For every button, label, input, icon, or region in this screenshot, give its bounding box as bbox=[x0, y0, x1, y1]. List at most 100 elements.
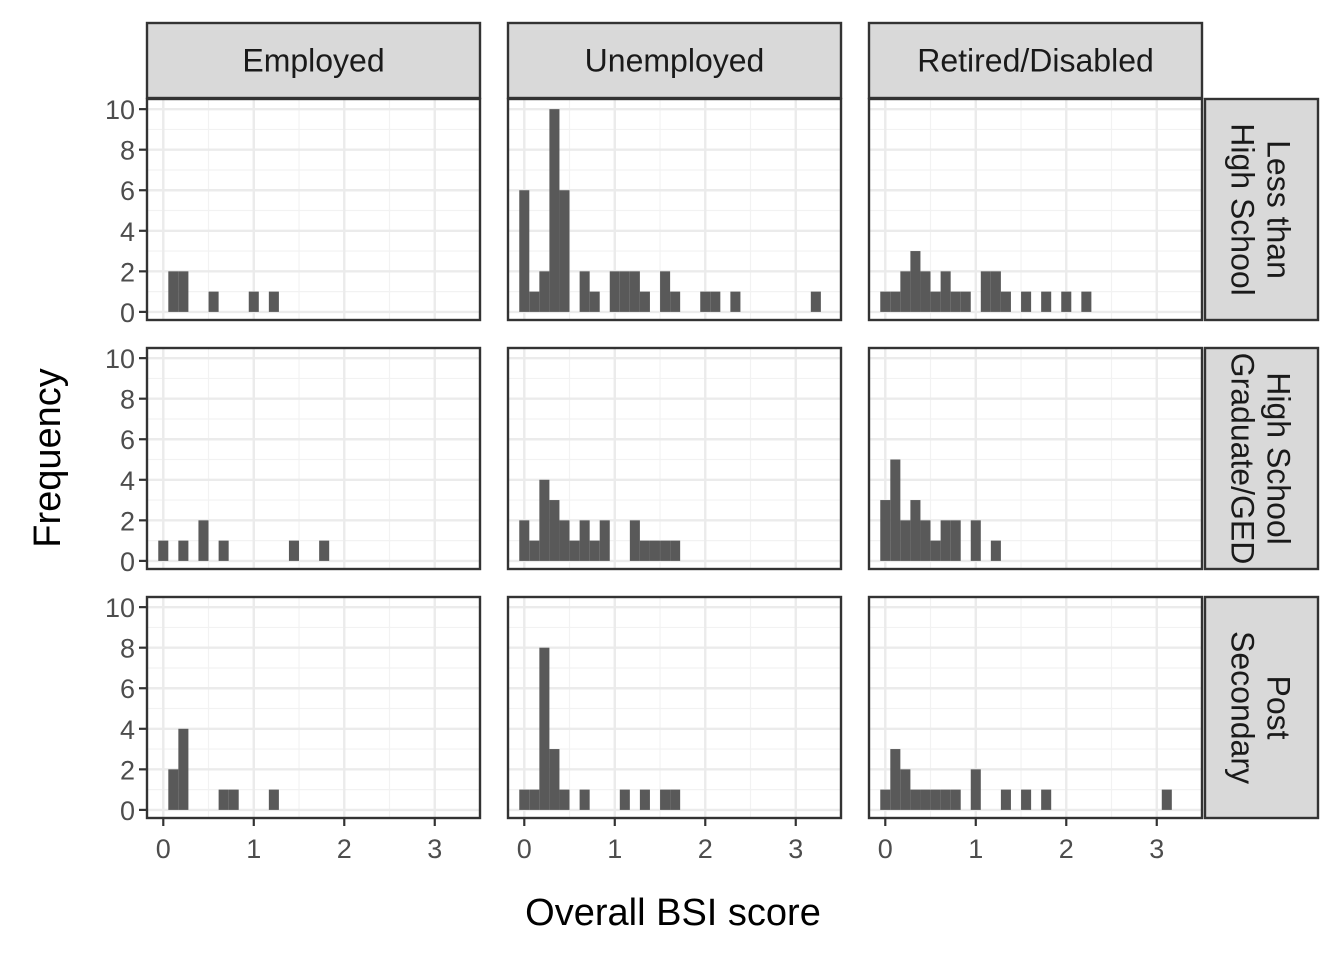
histogram-bar bbox=[950, 291, 961, 312]
histogram-bar bbox=[218, 789, 229, 810]
row-strip-label-line: High School bbox=[1225, 123, 1261, 296]
y-axis: 0 2 4 6 8 10 bbox=[105, 344, 147, 577]
row-strip-label-line: High School bbox=[1261, 372, 1297, 545]
histogram-bar bbox=[178, 540, 189, 561]
histogram-bar bbox=[810, 291, 821, 312]
panel-plot-area bbox=[147, 348, 480, 569]
histogram-bar bbox=[670, 789, 681, 810]
histogram-bar bbox=[730, 291, 741, 312]
panel-background bbox=[508, 597, 841, 818]
histogram-bar bbox=[268, 789, 279, 810]
histogram-bar bbox=[710, 291, 721, 312]
histogram-bar bbox=[1081, 291, 1092, 312]
histogram-bar bbox=[649, 540, 660, 561]
histogram-bar bbox=[228, 789, 239, 810]
histogram-bar bbox=[670, 291, 681, 312]
x-tick-label: 2 bbox=[337, 834, 352, 864]
panel-border bbox=[145, 346, 482, 571]
histogram-bar bbox=[1161, 789, 1172, 810]
y-tick-label: 2 bbox=[120, 257, 135, 287]
panels-layer bbox=[145, 97, 1204, 820]
y-tick-label: 4 bbox=[120, 715, 135, 745]
y-tick-label: 8 bbox=[120, 136, 135, 166]
histogram-bar bbox=[559, 520, 570, 561]
y-axis: 0 2 4 6 8 10 bbox=[105, 95, 147, 328]
histogram-bar bbox=[990, 540, 1001, 561]
y-axis: 0 2 4 6 8 10 bbox=[105, 593, 147, 826]
panel-plot-area bbox=[508, 99, 841, 320]
panel-border bbox=[506, 346, 843, 571]
panel-plot-area bbox=[508, 348, 841, 569]
histogram-bar bbox=[950, 789, 961, 810]
histogram-bar bbox=[158, 540, 169, 561]
column-strip-background bbox=[506, 21, 843, 100]
column-strip: Retired/Disabled bbox=[867, 21, 1204, 100]
histogram-bar bbox=[619, 271, 630, 312]
histogram-bar bbox=[950, 520, 961, 561]
panel-border bbox=[867, 595, 1204, 820]
panel-plot-area bbox=[869, 99, 1202, 320]
facet-panel bbox=[506, 97, 843, 322]
histogram-bar bbox=[1000, 789, 1011, 810]
row-strip-label-line: Post bbox=[1261, 675, 1297, 739]
facet-panel bbox=[867, 346, 1204, 571]
histogram-bar bbox=[910, 500, 921, 561]
histogram-bar bbox=[589, 540, 600, 561]
histogram-bar bbox=[890, 291, 901, 312]
histogram-bar bbox=[268, 291, 279, 312]
histogram-bar bbox=[168, 769, 179, 810]
facet-panel bbox=[145, 97, 482, 322]
x-axis-title: Overall BSI score bbox=[525, 892, 821, 934]
x-tick-label: 0 bbox=[517, 834, 532, 864]
histogram-bar bbox=[178, 271, 189, 312]
x-tick-label: 1 bbox=[246, 834, 261, 864]
x-axis: 0 1 2 3 bbox=[156, 818, 442, 864]
histogram-bar bbox=[910, 789, 921, 810]
histogram-bar bbox=[549, 749, 560, 810]
histogram-bar bbox=[880, 500, 891, 561]
histogram-bar bbox=[940, 271, 951, 312]
y-tick-label: 10 bbox=[105, 344, 135, 374]
histogram-bar bbox=[248, 291, 259, 312]
histogram-bar bbox=[880, 291, 891, 312]
histogram-bar bbox=[639, 789, 650, 810]
y-tick-label: 6 bbox=[120, 425, 135, 455]
row-strip-label-line: Less than bbox=[1261, 140, 1297, 279]
panel-background bbox=[147, 99, 480, 320]
histogram-bar bbox=[579, 789, 590, 810]
histogram-bar bbox=[579, 271, 590, 312]
histogram-bar bbox=[589, 291, 600, 312]
histogram-bar bbox=[660, 540, 671, 561]
x-tick-label: 0 bbox=[156, 834, 171, 864]
histogram-bar bbox=[900, 520, 911, 561]
histogram-bar bbox=[168, 271, 179, 312]
y-tick-label: 4 bbox=[120, 217, 135, 247]
row-strip-label: High SchoolGraduate/GED bbox=[1225, 353, 1297, 565]
facet-panel bbox=[145, 346, 482, 571]
histogram-bar bbox=[218, 540, 229, 561]
column-strip-label: Employed bbox=[242, 43, 384, 79]
histogram-bar bbox=[629, 520, 640, 561]
panel-plot-area bbox=[508, 597, 841, 818]
histogram-bar bbox=[960, 291, 971, 312]
column-strip: Unemployed bbox=[506, 21, 843, 100]
histogram-bar bbox=[529, 291, 540, 312]
histogram-bar bbox=[198, 520, 209, 561]
y-tick-label: 0 bbox=[120, 298, 135, 328]
column-strip-label: Retired/Disabled bbox=[917, 43, 1154, 79]
y-tick-label: 6 bbox=[120, 176, 135, 206]
panel-border bbox=[506, 595, 843, 820]
facet-panel bbox=[867, 97, 1204, 322]
row-strip-text-group: PostSecondary bbox=[1225, 631, 1297, 784]
histogram-bar bbox=[529, 540, 540, 561]
y-tick-label: 2 bbox=[120, 506, 135, 536]
histogram-bar bbox=[559, 190, 570, 312]
histogram-bar bbox=[1021, 789, 1032, 810]
x-tick-label: 0 bbox=[878, 834, 893, 864]
histogram-bar bbox=[890, 749, 901, 810]
y-tick-label: 2 bbox=[120, 755, 135, 785]
histogram-bar bbox=[609, 271, 620, 312]
histogram-bar bbox=[529, 789, 540, 810]
histogram-bar bbox=[920, 789, 931, 810]
row-strip-label-line: Secondary bbox=[1225, 631, 1261, 784]
